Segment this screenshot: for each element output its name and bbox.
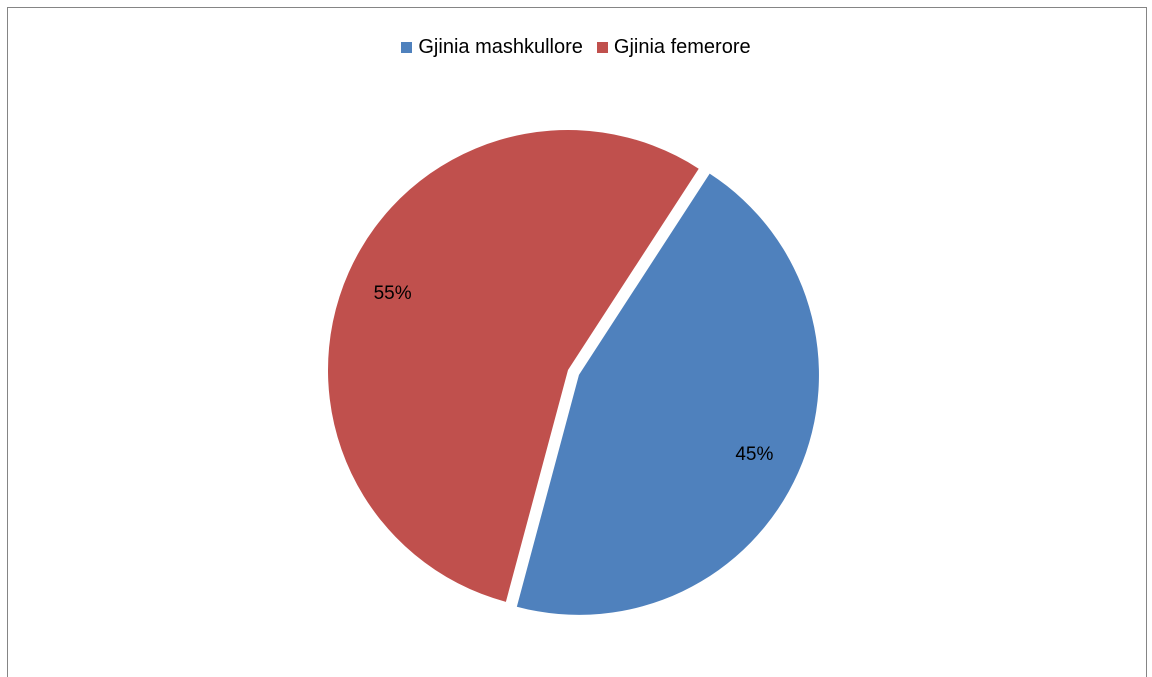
- data-label-male: 45%: [735, 444, 773, 465]
- pie-slice-male: [516, 173, 819, 615]
- pie-slice-female: [328, 130, 699, 602]
- legend-label-male: Gjinia mashkullore: [418, 36, 583, 58]
- legend-item-female: Gjinia femerore: [596, 36, 751, 59]
- legend-label-female: Gjinia femerore: [613, 36, 751, 58]
- legend-item-male: Gjinia mashkullore: [401, 36, 583, 59]
- legend-swatch-male: [401, 42, 413, 53]
- data-label-female: 55%: [374, 283, 412, 304]
- legend-swatch-female: [596, 42, 608, 53]
- legend: Gjinia mashkullore Gjinia femerore: [0, 36, 1152, 59]
